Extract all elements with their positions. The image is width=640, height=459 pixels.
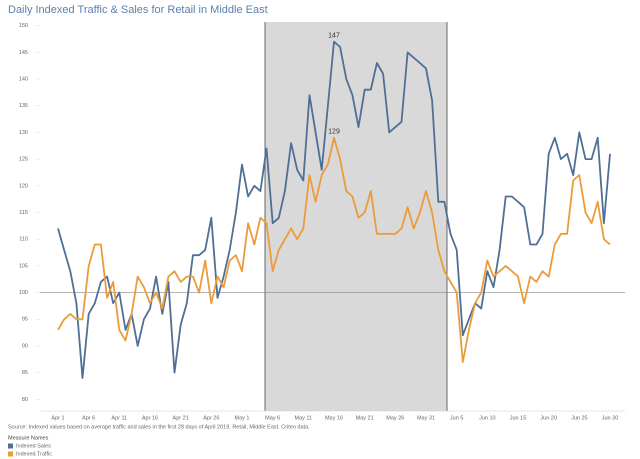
- x-tick-label: May 11: [295, 415, 313, 421]
- x-tick-label: Jun 20: [540, 415, 557, 421]
- x-tick-label: Apr 6: [82, 415, 95, 421]
- y-tick-label: 130: [19, 130, 28, 136]
- x-tick-label: Jun 30: [602, 415, 619, 421]
- series-line: [57, 40, 611, 379]
- x-tick-label: Apr 16: [142, 415, 158, 421]
- legend-label: Indexed Traffic: [16, 451, 52, 457]
- x-tick-label: Jun 10: [479, 415, 496, 421]
- y-tick-label: 135: [19, 103, 28, 109]
- legend-label: Indexed Sales: [16, 443, 51, 449]
- y-tick-label: 120: [19, 183, 28, 189]
- y-tick-label: 90: [22, 343, 28, 349]
- x-tick-label: Apr 1: [51, 415, 64, 421]
- y-tick-label: 85: [22, 370, 28, 376]
- x-tick-label: May 6: [265, 415, 280, 421]
- highlight-band: [265, 22, 447, 411]
- x-tick-label: May 26: [386, 415, 404, 421]
- chart-title: Daily Indexed Traffic & Sales for Retail…: [8, 4, 268, 16]
- y-tick-label: 105: [19, 263, 28, 269]
- legend-title: Measure Names: [8, 435, 49, 441]
- data-label: 147: [328, 33, 340, 40]
- data-label: 129: [328, 129, 340, 136]
- y-tick-label: 150: [19, 23, 28, 29]
- y-tick-label: 80: [22, 397, 28, 403]
- y-tick-label: 100: [19, 290, 28, 296]
- y-tick-label: 125: [19, 157, 28, 163]
- series-line: [57, 136, 611, 363]
- y-tick-label: 145: [19, 50, 28, 56]
- x-tick-label: Jun 25: [571, 415, 588, 421]
- y-tick-label: 110: [19, 237, 28, 243]
- y-tick-label: 140: [19, 77, 28, 83]
- x-tick-label: Jun 15: [510, 415, 527, 421]
- x-tick-label: Jun 5: [450, 415, 463, 421]
- x-tick-label: Apr 21: [173, 415, 189, 421]
- x-tick-label: May 31: [417, 415, 435, 421]
- y-tick-label: 95: [22, 317, 28, 323]
- y-tick-label: 115: [19, 210, 28, 216]
- x-tick-label: May 16: [325, 415, 343, 421]
- legend-swatch: [8, 451, 13, 457]
- legend-swatch: [8, 443, 13, 449]
- x-tick-label: May 1: [235, 415, 250, 421]
- x-tick-label: Apr 26: [203, 415, 219, 421]
- x-tick-label: Apr 11: [111, 415, 127, 421]
- source-note: Source: Indexed values based on average …: [8, 424, 310, 430]
- x-tick-label: May 21: [356, 415, 374, 421]
